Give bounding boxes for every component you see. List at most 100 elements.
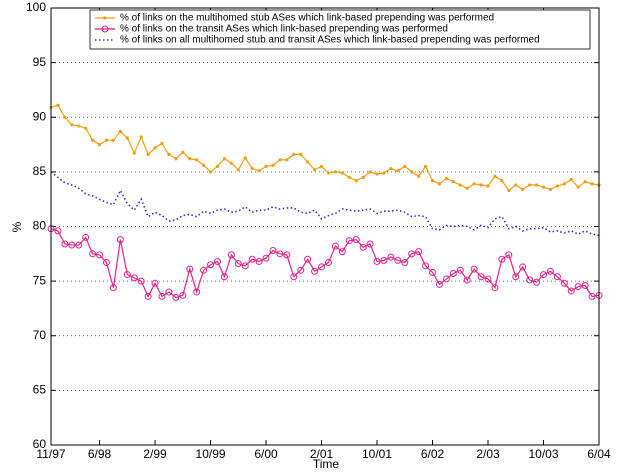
marker bbox=[243, 156, 247, 160]
marker bbox=[179, 291, 187, 299]
marker bbox=[61, 240, 69, 248]
marker bbox=[512, 273, 520, 281]
marker bbox=[146, 152, 150, 156]
marker bbox=[91, 138, 95, 142]
x-tick-label: 10/01 bbox=[362, 447, 392, 461]
marker bbox=[255, 257, 263, 265]
marker bbox=[382, 171, 386, 175]
marker bbox=[417, 174, 421, 178]
marker bbox=[368, 170, 372, 174]
marker bbox=[444, 176, 448, 181]
marker bbox=[410, 170, 414, 174]
marker bbox=[354, 179, 358, 183]
marker bbox=[311, 267, 319, 275]
marker bbox=[435, 280, 443, 288]
marker bbox=[567, 287, 575, 295]
marker bbox=[264, 164, 268, 169]
marker bbox=[84, 126, 88, 130]
marker bbox=[458, 183, 462, 187]
marker bbox=[319, 164, 324, 169]
marker bbox=[588, 292, 596, 300]
marker bbox=[241, 262, 249, 270]
marker bbox=[312, 168, 317, 172]
marker bbox=[500, 179, 504, 183]
marker bbox=[234, 260, 242, 268]
marker bbox=[269, 247, 277, 255]
marker bbox=[299, 152, 303, 156]
marker bbox=[215, 164, 220, 169]
marker bbox=[96, 251, 104, 259]
marker bbox=[486, 184, 490, 188]
marker bbox=[403, 164, 407, 169]
marker bbox=[514, 183, 518, 187]
marker bbox=[389, 166, 393, 171]
marker bbox=[77, 124, 81, 128]
marker bbox=[347, 175, 351, 179]
marker bbox=[153, 146, 157, 150]
marker bbox=[250, 166, 254, 171]
marker bbox=[505, 251, 513, 259]
marker bbox=[470, 265, 478, 273]
marker bbox=[111, 138, 116, 142]
legend-label: % of links on the multihomed stub ASes w… bbox=[120, 13, 494, 24]
marker bbox=[477, 273, 485, 281]
marker bbox=[324, 259, 332, 267]
marker bbox=[101, 25, 109, 33]
y-tick-label: 65 bbox=[33, 383, 47, 397]
marker bbox=[430, 179, 435, 183]
marker bbox=[574, 283, 582, 291]
marker bbox=[326, 171, 331, 175]
marker bbox=[380, 256, 388, 264]
marker bbox=[437, 182, 442, 186]
marker bbox=[132, 151, 136, 155]
marker bbox=[248, 255, 256, 263]
series-line bbox=[50, 171, 600, 237]
marker bbox=[271, 163, 275, 167]
legend-box bbox=[89, 9, 591, 50]
marker bbox=[463, 276, 471, 284]
marker bbox=[562, 182, 566, 186]
marker bbox=[429, 268, 437, 276]
marker bbox=[222, 157, 227, 161]
marker bbox=[186, 265, 194, 273]
marker bbox=[54, 227, 62, 235]
marker bbox=[172, 294, 180, 302]
marker bbox=[590, 182, 594, 186]
marker bbox=[491, 284, 499, 292]
marker bbox=[104, 138, 109, 142]
marker bbox=[125, 136, 129, 140]
marker bbox=[534, 183, 539, 187]
marker bbox=[109, 284, 117, 292]
marker bbox=[581, 281, 589, 289]
marker bbox=[456, 266, 464, 274]
marker bbox=[229, 161, 233, 165]
marker bbox=[82, 233, 90, 241]
y-axis-label: % bbox=[10, 221, 24, 232]
marker bbox=[236, 168, 240, 172]
marker bbox=[151, 279, 159, 287]
legend-label: % of links on the transit ASes which lin… bbox=[120, 24, 448, 35]
marker bbox=[415, 248, 423, 256]
marker bbox=[408, 250, 416, 258]
marker bbox=[449, 269, 457, 277]
marker bbox=[340, 171, 344, 175]
series-line bbox=[50, 104, 600, 192]
marker bbox=[188, 157, 192, 161]
marker bbox=[546, 267, 554, 275]
x-tick-label: 6/04 bbox=[587, 447, 611, 461]
marker bbox=[533, 278, 541, 286]
marker bbox=[541, 185, 546, 189]
marker bbox=[387, 253, 395, 261]
marker bbox=[193, 288, 201, 296]
marker bbox=[195, 158, 199, 162]
marker bbox=[97, 142, 102, 147]
marker bbox=[560, 279, 568, 287]
marker bbox=[276, 250, 284, 258]
marker bbox=[331, 242, 339, 250]
marker bbox=[366, 240, 374, 248]
marker bbox=[304, 255, 312, 263]
marker bbox=[181, 150, 185, 154]
marker bbox=[318, 263, 326, 271]
